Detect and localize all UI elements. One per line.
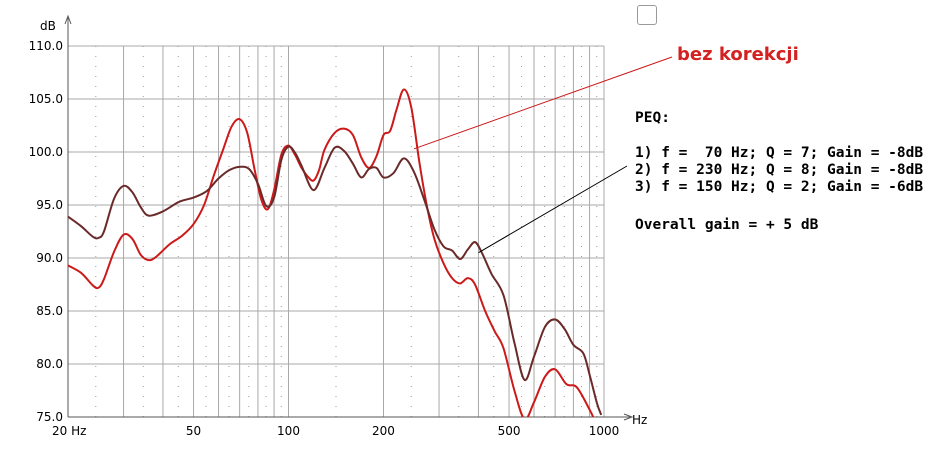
x-tick-label: 20 Hz — [52, 424, 86, 438]
x-tick-label: 100 — [277, 424, 300, 438]
y-tick-label: 110.0 — [29, 39, 63, 53]
x-axis-arrow — [623, 413, 634, 421]
overall-gain-text: Overall gain = + 5 dB — [635, 217, 819, 233]
y-tick-label: 95.0 — [36, 198, 63, 212]
y-tick-label: 80.0 — [36, 357, 63, 371]
y-tick-label: 100.0 — [29, 145, 63, 159]
chart-grid — [64, 14, 634, 421]
series-line-2 — [68, 145, 603, 416]
y-tick-label: 85.0 — [36, 304, 63, 318]
y-tick-label: 90.0 — [36, 251, 63, 265]
x-tick-label: 200 — [372, 424, 395, 438]
series-line-1 — [68, 88, 595, 417]
checkbox[interactable] — [637, 5, 657, 25]
tick-labels: 75.0 80.0 85.0 90.0 95.0 100.0 105.0 110.0 20 Hz… — [29, 39, 620, 438]
series-lines — [68, 88, 603, 417]
peq-line-3: 3) f = 150 Hz; Q = 2; Gain = -6dB — [635, 179, 924, 195]
y-axis-unit: dB — [40, 19, 56, 33]
y-axis-arrow — [64, 14, 72, 25]
pointer-line-2 — [478, 165, 628, 254]
annotation-pointers — [413, 56, 673, 254]
x-axis-unit: Hz — [632, 413, 647, 427]
peq-title: PEQ: — [635, 110, 670, 126]
pointer-line-1 — [413, 56, 673, 150]
y-tick-label: 105.0 — [29, 92, 63, 106]
x-tick-label: 1000 — [589, 424, 620, 438]
peq-line-1: 1) f = 70 Hz; Q = 7; Gain = -8dB — [635, 145, 924, 161]
no-correction-label: bez korekcji — [677, 44, 799, 65]
y-tick-label: 75.0 — [36, 410, 63, 424]
x-tick-label: 500 — [498, 424, 521, 438]
peq-line-2: 2) f = 230 Hz; Q = 8; Gain = -8dB — [635, 162, 924, 178]
x-tick-label: 50 — [186, 424, 201, 438]
